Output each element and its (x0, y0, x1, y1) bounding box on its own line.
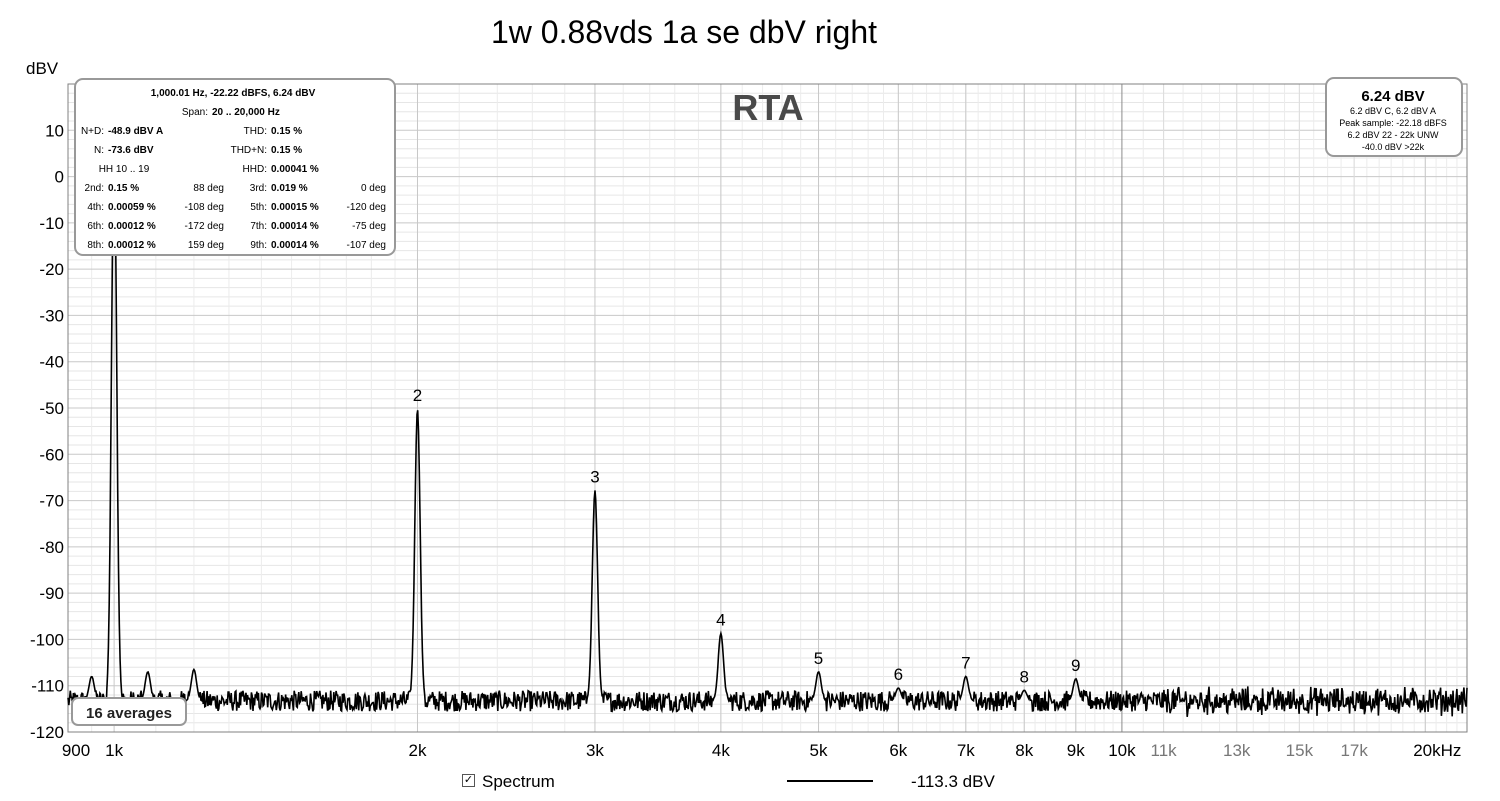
y-tick-label: 0 (55, 168, 64, 187)
info-row-value: 0.15 % (271, 145, 302, 156)
info-row-label: THD: (244, 126, 267, 137)
level-detail-line: -40.0 dBV >22k (1362, 142, 1425, 152)
info-row-value: 0.00059 % (108, 202, 156, 213)
info-row-value: 0.00012 % (108, 221, 156, 232)
info-row-phase: -120 deg (347, 202, 386, 213)
measurement-info-box: 1,000.01 Hz, -22.22 dBFS, 6.24 dBV Span:… (74, 78, 396, 256)
info-row-label: 9th: (250, 240, 267, 251)
info-row-label: THD+N: (231, 145, 267, 156)
averages-label: 16 averages (86, 705, 172, 722)
x-tick-label: 15k (1286, 741, 1314, 760)
x-tick-label: 6k (889, 741, 907, 760)
info-row-phase: -172 deg (185, 221, 224, 232)
x-tick-label: 13k (1223, 741, 1251, 760)
y-tick-label: -70 (39, 492, 64, 511)
x-tick-label: 10k (1108, 741, 1136, 760)
info-row-phase: 0 deg (361, 183, 386, 194)
x-tick-label: 3k (586, 741, 604, 760)
x-tick-label: 5k (810, 741, 828, 760)
y-tick-label: -40 (39, 353, 64, 372)
info-row-label: N: (94, 145, 104, 156)
averages-badge: 16 averages (71, 697, 187, 726)
y-tick-label: -10 (39, 214, 64, 233)
y-tick-label: 10 (45, 121, 64, 140)
x-tick-label: 8k (1015, 741, 1033, 760)
legend-value: -113.3 dBV (911, 772, 995, 791)
x-tick-label: 2k (409, 741, 427, 760)
info-row-label: 7th: (250, 221, 267, 232)
info-row-label: 3rd: (250, 183, 267, 194)
info-row-label: 4th: (87, 202, 104, 213)
info-row-label: 8th: (87, 240, 104, 251)
info-row-value: 0.00012 % (108, 240, 156, 251)
y-tick-label: -60 (39, 445, 64, 464)
y-tick-label: -90 (39, 584, 64, 603)
info-row-value: 0.00015 % (271, 202, 319, 213)
harmonic-label: 6 (894, 665, 903, 684)
spectrum-checkbox[interactable]: ✓ (462, 774, 475, 787)
info-row-value: 0.15 % (108, 183, 139, 194)
harmonic-label: 4 (716, 610, 725, 629)
spectrum-trace (67, 150, 1468, 717)
x-tick-label: 7k (957, 741, 975, 760)
info-row-value: -48.9 dBV A (108, 126, 163, 137)
level-readout-box: 6.24 dBV 6.2 dBV C, 6.2 dBV A Peak sample… (1325, 77, 1463, 157)
legend-series-label[interactable]: Spectrum (482, 772, 555, 791)
level-detail-line: 6.2 dBV C, 6.2 dBV A (1350, 106, 1436, 116)
info-row-label: N+D: (81, 126, 104, 137)
y-tick-label: -80 (39, 538, 64, 557)
y-tick-label: -100 (30, 630, 64, 649)
plot-frame (67, 83, 1468, 733)
info-row-value: 0.00014 % (271, 221, 319, 232)
info-row-value: -73.6 dBV (108, 145, 154, 156)
y-tick-label: -30 (39, 306, 64, 325)
info-row-phase: 88 deg (193, 183, 224, 194)
y-tick-label: -50 (39, 399, 64, 418)
info-header: 1,000.01 Hz, -22.22 dBFS, 6.24 dBV (151, 88, 316, 99)
plot-area: 10 0 -10 -20 -30 -40 -50 -60 -70 -80 -90 -100 -110 -1… (30, 83, 1468, 760)
info-row-value: 0.019 % (271, 183, 308, 194)
info-row-label: HHD: (243, 164, 267, 175)
harmonic-label: 2 (413, 386, 422, 405)
info-row-value: 0.00041 % (271, 164, 319, 175)
x-tick-label: 20kHz (1413, 741, 1461, 760)
x-tick-label: 900 (62, 741, 90, 760)
chart-title: 1w 0.88vds 1a se dbV right (491, 14, 877, 50)
y-tick-label: -120 (30, 723, 64, 742)
watermark-label: RTA (732, 87, 803, 128)
x-tick-label: 9k (1067, 741, 1085, 760)
harmonic-label: 7 (961, 653, 970, 672)
level-detail-line: Peak sample: -22.18 dBFS (1339, 118, 1447, 128)
harmonic-label: 3 (590, 467, 599, 486)
x-tick-label: 4k (712, 741, 730, 760)
legend: ✓ Spectrum -113.3 dBV (0, 768, 1500, 796)
level-main: 6.24 dBV (1361, 88, 1424, 105)
info-row-phase: 159 deg (188, 240, 224, 251)
legend-line-swatch (787, 780, 873, 782)
harmonic-label: 5 (814, 649, 823, 668)
info-row-phase: -75 deg (352, 221, 386, 232)
span-value: 20 .. 20,000 Hz (212, 107, 280, 118)
harmonic-label: 9 (1071, 656, 1080, 675)
info-row-label: 6th: (87, 221, 104, 232)
info-row-value: 0.00014 % (271, 240, 319, 251)
x-tick-label: 1k (105, 741, 123, 760)
x-tick-label: 11k (1151, 741, 1178, 760)
info-row-value: 0.15 % (271, 126, 302, 137)
harmonic-label: 8 (1020, 667, 1029, 686)
x-tick-label: 17k (1340, 741, 1368, 760)
info-row-phase: -108 deg (185, 202, 224, 213)
span-label: Span: (182, 107, 208, 118)
level-detail-line: 6.2 dBV 22 - 22k UNW (1347, 130, 1439, 140)
y-tick-label: -110 (31, 677, 64, 696)
info-row-label: 2nd: (85, 183, 104, 194)
y-tick-label: -20 (39, 260, 64, 279)
y-axis-label: dBV (26, 59, 59, 78)
info-row-label: 5th: (250, 202, 267, 213)
info-row-label: HH 10 .. 19 (99, 164, 150, 175)
info-row-phase: -107 deg (347, 240, 386, 251)
